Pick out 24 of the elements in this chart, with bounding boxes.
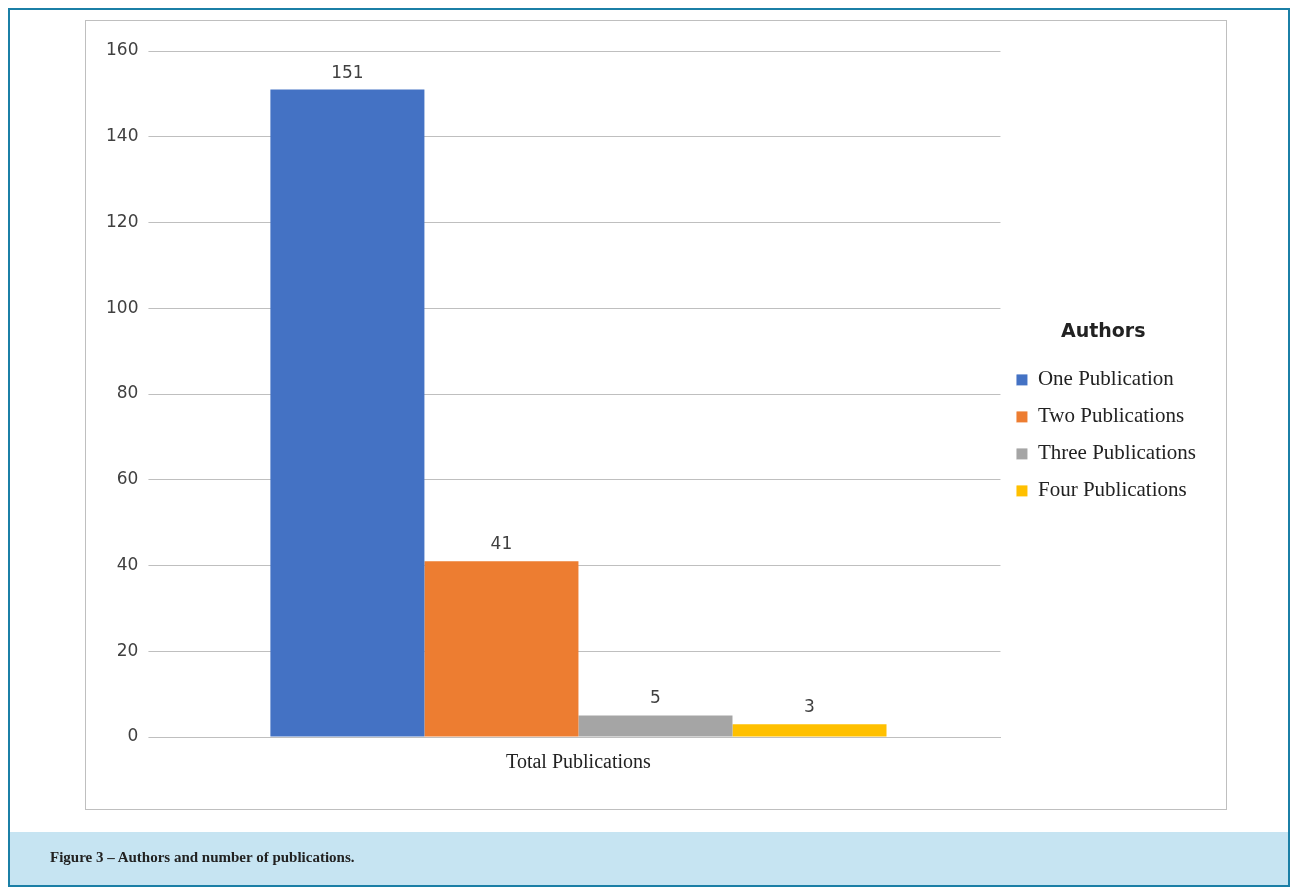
x-tick-label: Total Publications: [506, 750, 652, 773]
bar: [424, 561, 579, 737]
legend-title: Authors: [1060, 319, 1146, 342]
bar: [578, 715, 733, 737]
y-tick-label: 60: [116, 468, 139, 489]
y-tick-label: 120: [105, 210, 139, 231]
bar: [270, 89, 425, 737]
legend-label: Four Publications: [1037, 477, 1187, 502]
caption: Figure 3 – Authors and number of publications.: [10, 832, 1288, 885]
legend-label: Three Publications: [1037, 440, 1196, 465]
data-label: 151: [331, 61, 364, 82]
data-label: 5: [650, 687, 661, 708]
y-tick-label: 160: [105, 39, 139, 60]
data-label: 41: [490, 533, 513, 554]
y-tick-label: 80: [116, 382, 139, 403]
bar: [732, 724, 887, 737]
y-tick-label: 40: [116, 553, 139, 574]
y-tick-label: 100: [105, 296, 139, 317]
data-label: 3: [804, 696, 815, 717]
legend-label: One Publication: [1037, 366, 1175, 391]
y-tick-label: 140: [105, 125, 139, 146]
y-tick-label: 0: [127, 725, 139, 746]
legend-label: Two Publications: [1037, 403, 1185, 428]
y-tick-label: 20: [116, 639, 139, 660]
